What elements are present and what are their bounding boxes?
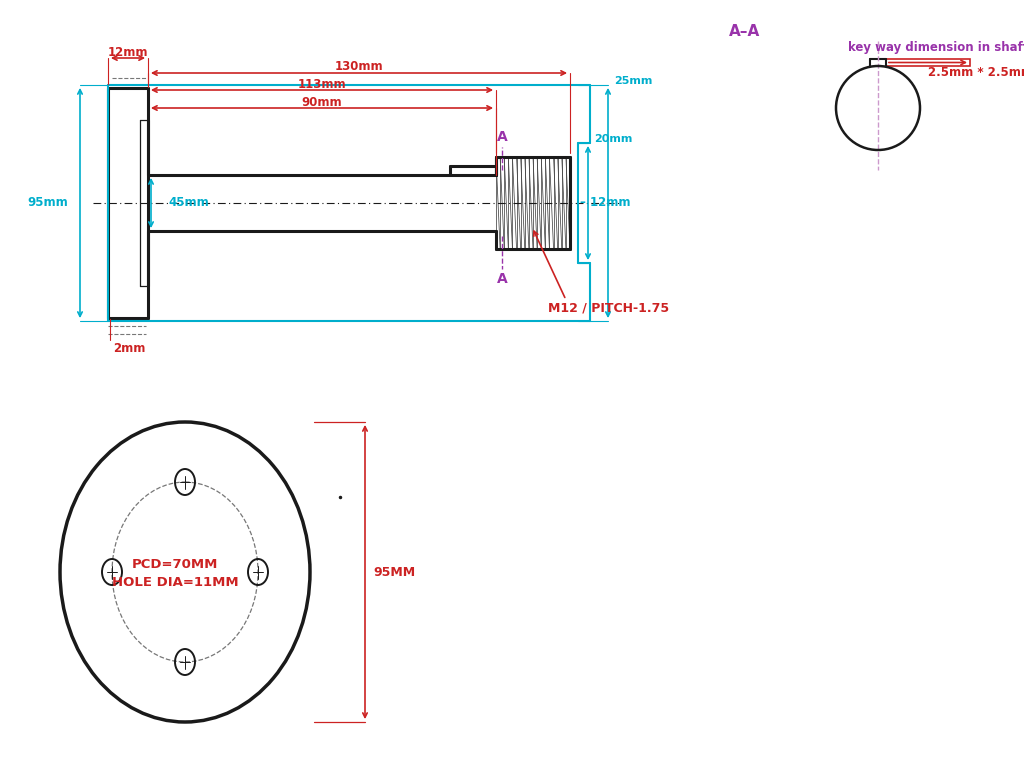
- Text: M12 / PITCH-1.75: M12 / PITCH-1.75: [548, 302, 669, 315]
- Text: 95MM: 95MM: [373, 565, 415, 578]
- Text: 90mm: 90mm: [302, 95, 342, 108]
- Text: A: A: [497, 272, 507, 286]
- Text: 113mm: 113mm: [298, 78, 346, 91]
- Bar: [886, 59, 970, 66]
- Text: 2mm: 2mm: [113, 342, 145, 355]
- Text: HOLE DIA=11MM: HOLE DIA=11MM: [112, 577, 239, 590]
- Text: 25mm: 25mm: [614, 76, 652, 86]
- Text: 45mm: 45mm: [168, 197, 209, 210]
- Text: A–A: A–A: [729, 25, 761, 39]
- Text: 2.5mm * 2.5mm: 2.5mm * 2.5mm: [928, 65, 1024, 78]
- Text: 130mm: 130mm: [335, 61, 383, 74]
- Text: – 12mm: – 12mm: [580, 197, 631, 210]
- Text: 12mm: 12mm: [108, 45, 148, 58]
- Text: A: A: [497, 130, 507, 144]
- Text: key way dimension in shaft: key way dimension in shaft: [848, 41, 1024, 55]
- Text: 95mm: 95mm: [28, 197, 68, 210]
- Text: PCD=70MM: PCD=70MM: [132, 558, 218, 571]
- Text: 20mm: 20mm: [594, 134, 633, 144]
